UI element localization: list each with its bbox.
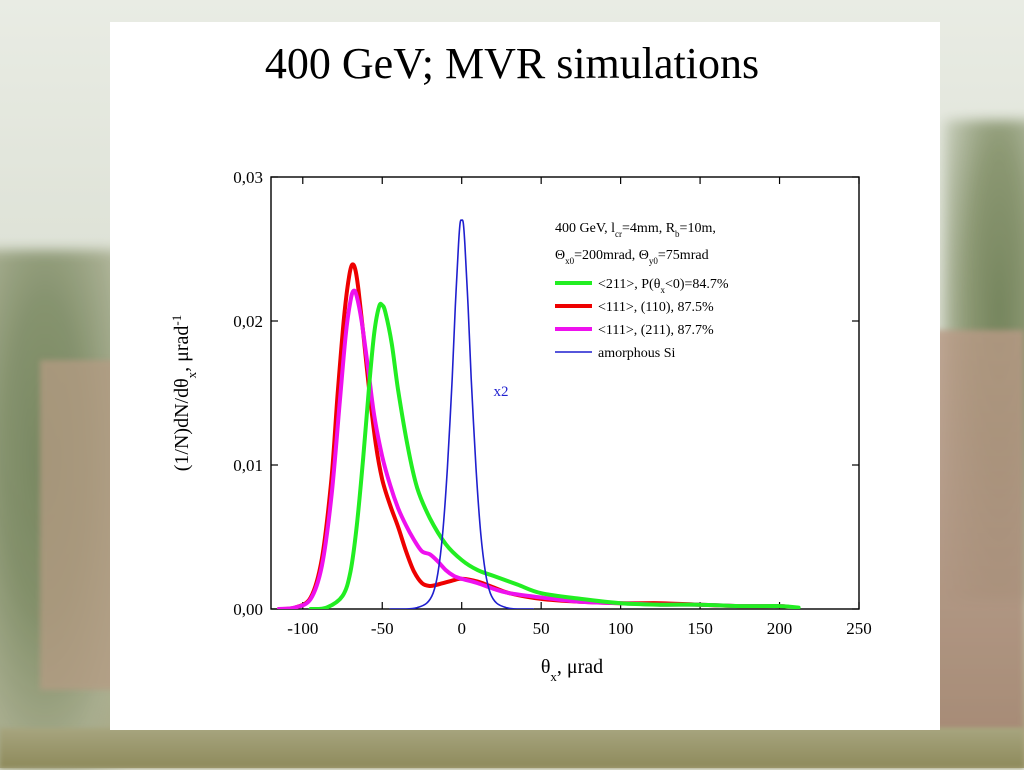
y-tick-label: 0,00 <box>233 600 263 619</box>
annotation-x2: x2 <box>493 384 508 400</box>
legend-label: <111>, (211), 87.7% <box>598 323 714 338</box>
plot-frame <box>270 176 860 610</box>
x-axis-label: θx, μrad <box>541 656 603 684</box>
y-tick-label: 0,01 <box>233 456 263 475</box>
y-tick-label: 0,03 <box>233 168 263 187</box>
x-tick-label: 150 <box>687 619 713 638</box>
legend-header-line1: 400 GeV, lcr=4mm, Rb=10m, <box>555 221 716 239</box>
legend-label: amorphous Si <box>598 346 676 361</box>
y-axis-label: (1/N)dN/dθx, μrad-1 <box>169 315 199 472</box>
y-tick-label: 0,02 <box>233 312 263 331</box>
slide-panel <box>110 22 940 730</box>
x-tick-label: 0 <box>457 619 466 638</box>
axis-ticks: -100 -50 0 50 100 150 200 250 0,00 0,01 0,02 0,03 <box>233 168 872 638</box>
legend-label: <211>, P(θx<0)=84.7% <box>598 277 729 295</box>
x-tick-label: 100 <box>608 619 634 638</box>
x-tick-label: -50 <box>371 619 394 638</box>
x-tick-label: 50 <box>533 619 550 638</box>
slide-title: 400 GeV; MVR simulations <box>264 39 760 88</box>
series-line-2 <box>276 288 795 609</box>
x-tick-label: 250 <box>846 619 872 638</box>
legend: 400 GeV, lcr=4mm, Rb=10m, Θx0=200mrad, Θy… <box>555 221 729 361</box>
series-layer <box>276 219 801 609</box>
series-line-0 <box>308 301 801 609</box>
series-line-3 <box>389 219 534 609</box>
legend-header-line2: Θx0=200mrad, Θy0=75mrad <box>555 248 709 266</box>
background-ground <box>0 728 1024 768</box>
x-tick-label: -100 <box>287 619 318 638</box>
x-tick-label: 200 <box>767 619 793 638</box>
legend-label: <111>, (110), 87.5% <box>598 300 714 315</box>
series-line-1 <box>276 262 795 609</box>
